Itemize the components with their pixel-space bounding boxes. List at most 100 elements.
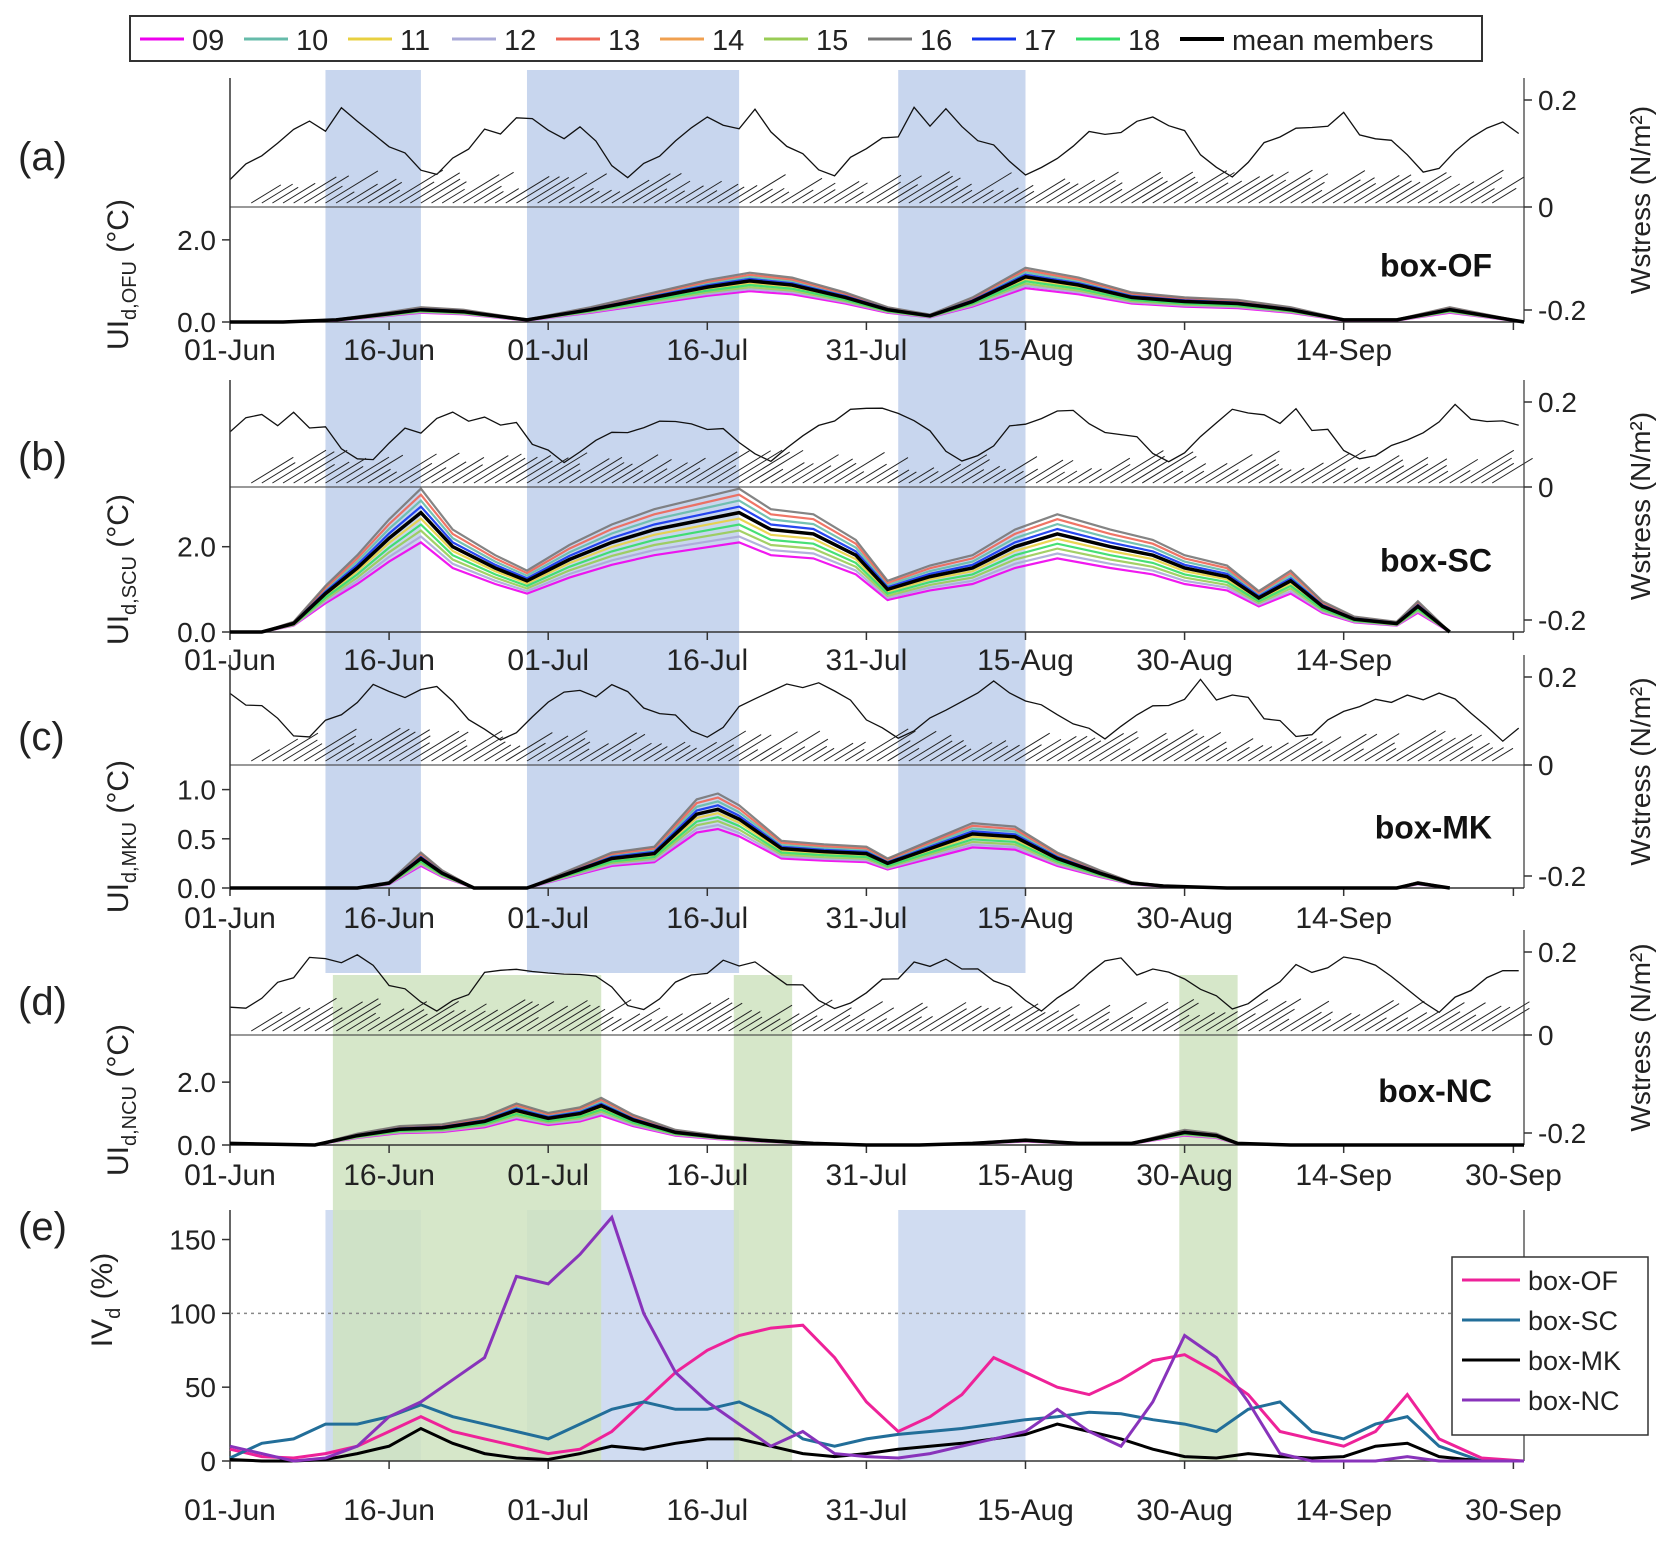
x-tick-label: 15-Aug	[977, 334, 1074, 367]
wind-stick	[388, 169, 444, 204]
wind-stick	[1088, 457, 1131, 484]
panel-2: 0.0 0.5 1.0 01-Jun 16-Jun 01-Jul 16-Jul 31-Jul 1…	[18, 655, 1656, 935]
wind-stick	[1078, 468, 1102, 484]
y-label-unit: (°C)	[102, 199, 135, 261]
wind-stick	[420, 467, 447, 484]
wind-stick	[1120, 1001, 1169, 1032]
wind-stick	[335, 738, 373, 762]
wind-stick	[622, 1007, 661, 1032]
x-tick-label: 01-Jul	[507, 1494, 589, 1527]
x-tick-label: 16-Jul	[666, 1159, 748, 1192]
member-line-10	[230, 499, 1451, 634]
wind-stick	[664, 1002, 712, 1032]
x-tick-label: 16-Jun	[343, 1159, 435, 1192]
x-tick-label: 16-Jun	[343, 902, 435, 935]
y-tick-label: 0.0	[177, 873, 216, 904]
wind-stick	[707, 183, 739, 204]
wind-stick	[654, 180, 691, 204]
wind-stick	[261, 183, 293, 204]
wind-stick	[1141, 729, 1194, 762]
x-tick-label: 14-Sep	[1295, 902, 1392, 935]
wind-stick	[1290, 741, 1323, 762]
wind-stick	[675, 185, 704, 204]
blue-highlight-0	[325, 70, 421, 973]
wind-stick	[1279, 467, 1305, 484]
wind-stick	[1449, 746, 1474, 762]
wind-stick	[1322, 468, 1346, 484]
x-tick-label: 15-Aug	[977, 902, 1074, 935]
y-tick-label: 0.0	[177, 307, 216, 338]
wind-stick	[569, 1008, 606, 1032]
wind-stick	[887, 1006, 928, 1032]
legend-label-10: mean members	[1232, 25, 1433, 57]
x-tick-label: 16-Jun	[343, 644, 435, 677]
x-tick-label: 16-Jul	[666, 902, 748, 935]
wind-stick	[600, 463, 633, 484]
wind-stick	[494, 1003, 540, 1032]
y-tick-label: 2.0	[177, 1067, 216, 1098]
y-tick-label: 150	[169, 1225, 216, 1256]
wind-stick	[1205, 180, 1242, 204]
wind-stick	[1354, 733, 1400, 762]
wind-stick	[855, 728, 909, 762]
wstress-tick-label: 0.2	[1538, 387, 1577, 418]
y-label-part: (%)	[86, 1253, 119, 1308]
wind-stick	[611, 179, 650, 204]
wind-stick	[1322, 733, 1367, 762]
wind-stick	[505, 732, 553, 762]
wind-stick	[770, 191, 790, 204]
wind-stick	[558, 173, 607, 204]
wind-stick	[1067, 740, 1102, 762]
wind-stick	[696, 190, 718, 204]
wind-stick	[802, 745, 828, 762]
wind-stick	[367, 731, 416, 762]
wind-stick	[1343, 182, 1377, 204]
wind-stick	[876, 175, 922, 204]
wind-panel-2	[229, 655, 1525, 888]
wind-stick	[505, 176, 550, 204]
wind-stick	[781, 999, 833, 1032]
wind-stick	[770, 1013, 800, 1032]
wind-stick	[410, 452, 460, 484]
wind-stick	[452, 1010, 486, 1032]
legend-label-2: box-MK	[1528, 1346, 1621, 1376]
wind-stick	[1311, 170, 1366, 204]
y-label-unit: (°C)	[102, 760, 135, 822]
wind-stick	[1332, 467, 1359, 484]
box-label: box-SC	[1380, 543, 1492, 579]
wind-stick	[1194, 741, 1227, 762]
wind-stick	[1481, 176, 1525, 204]
legend-label-2: 11	[400, 25, 430, 57]
wind-stick	[282, 451, 335, 484]
wind-stick	[834, 741, 866, 762]
wind-stick	[866, 730, 916, 762]
wind-stick	[1343, 748, 1364, 762]
wind-stick	[1141, 999, 1195, 1032]
wind-stick	[993, 744, 1020, 762]
wind-stick	[293, 1006, 334, 1032]
wind-stick	[770, 462, 805, 484]
wind-stick	[717, 186, 745, 204]
wind-stick	[1226, 1013, 1256, 1032]
wind-stick	[1279, 1000, 1330, 1032]
wind-stick	[346, 456, 390, 484]
wind-stick	[579, 190, 600, 204]
wind-stick	[993, 187, 1019, 204]
wind-stick	[887, 469, 910, 484]
wind-stick	[897, 171, 950, 204]
wind-stick	[346, 727, 401, 762]
wind-stick	[919, 1002, 967, 1032]
wind-stick	[1491, 1007, 1530, 1032]
wind-stick	[760, 1018, 781, 1032]
wind-stick	[1364, 742, 1395, 762]
x-tick-label: 30-Aug	[1136, 902, 1233, 935]
wind-magnitude-line	[229, 678, 1520, 743]
wind-stick	[855, 1007, 895, 1032]
wind-stick	[569, 458, 610, 484]
wind-stick	[950, 189, 973, 204]
wstress-axis-label: Wstress (N/m²)	[1625, 106, 1656, 294]
legend-label-1: 10	[296, 25, 328, 57]
wind-stick	[1481, 462, 1515, 484]
panel-1: 0.02.001-Jun 16-Jun 01-Jul 16-Jul 31-Jul 15-A…	[18, 380, 1656, 677]
wind-stick	[855, 463, 887, 484]
